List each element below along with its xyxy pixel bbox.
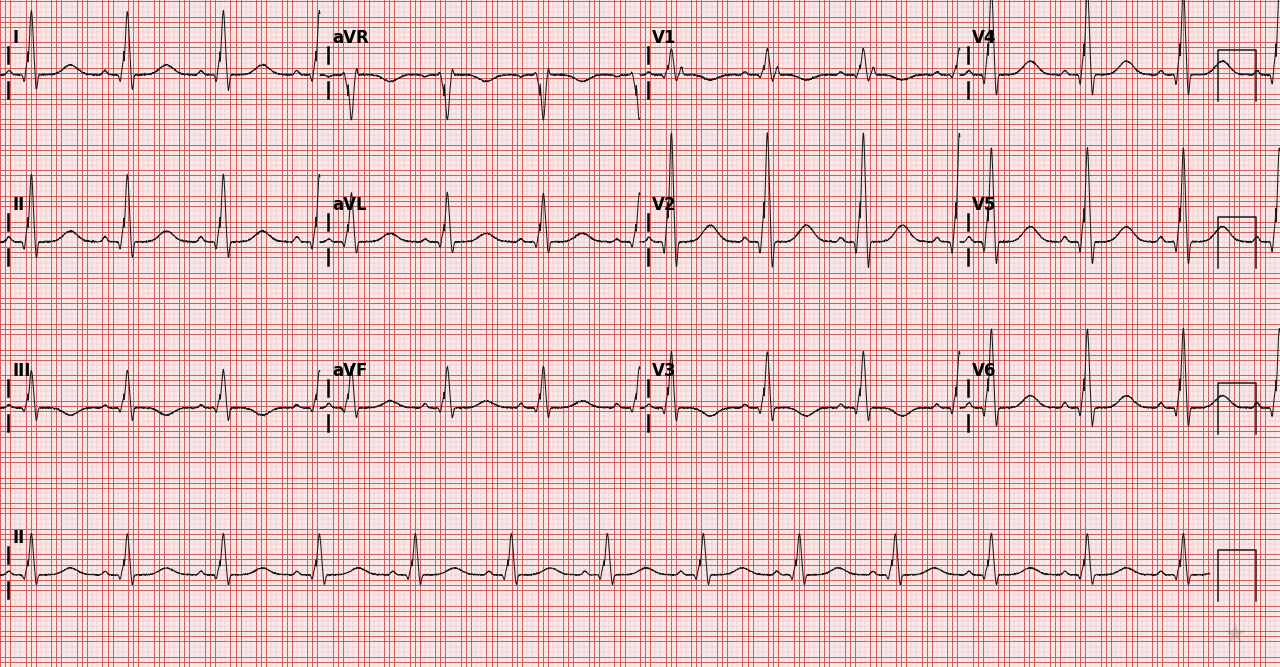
Text: V4: V4 (972, 29, 997, 47)
Text: aVR: aVR (332, 29, 369, 47)
Text: II: II (12, 196, 24, 214)
Text: I: I (12, 29, 18, 47)
Text: V2: V2 (652, 196, 677, 214)
Text: V6: V6 (972, 362, 996, 380)
Text: V1: V1 (652, 29, 676, 47)
Text: II: II (12, 529, 24, 547)
Text: ★: ★ (1222, 621, 1248, 649)
Text: aVL: aVL (332, 196, 366, 214)
Text: III: III (12, 362, 31, 380)
Text: V5: V5 (972, 196, 996, 214)
Text: V3: V3 (652, 362, 677, 380)
Text: aVF: aVF (332, 362, 367, 380)
